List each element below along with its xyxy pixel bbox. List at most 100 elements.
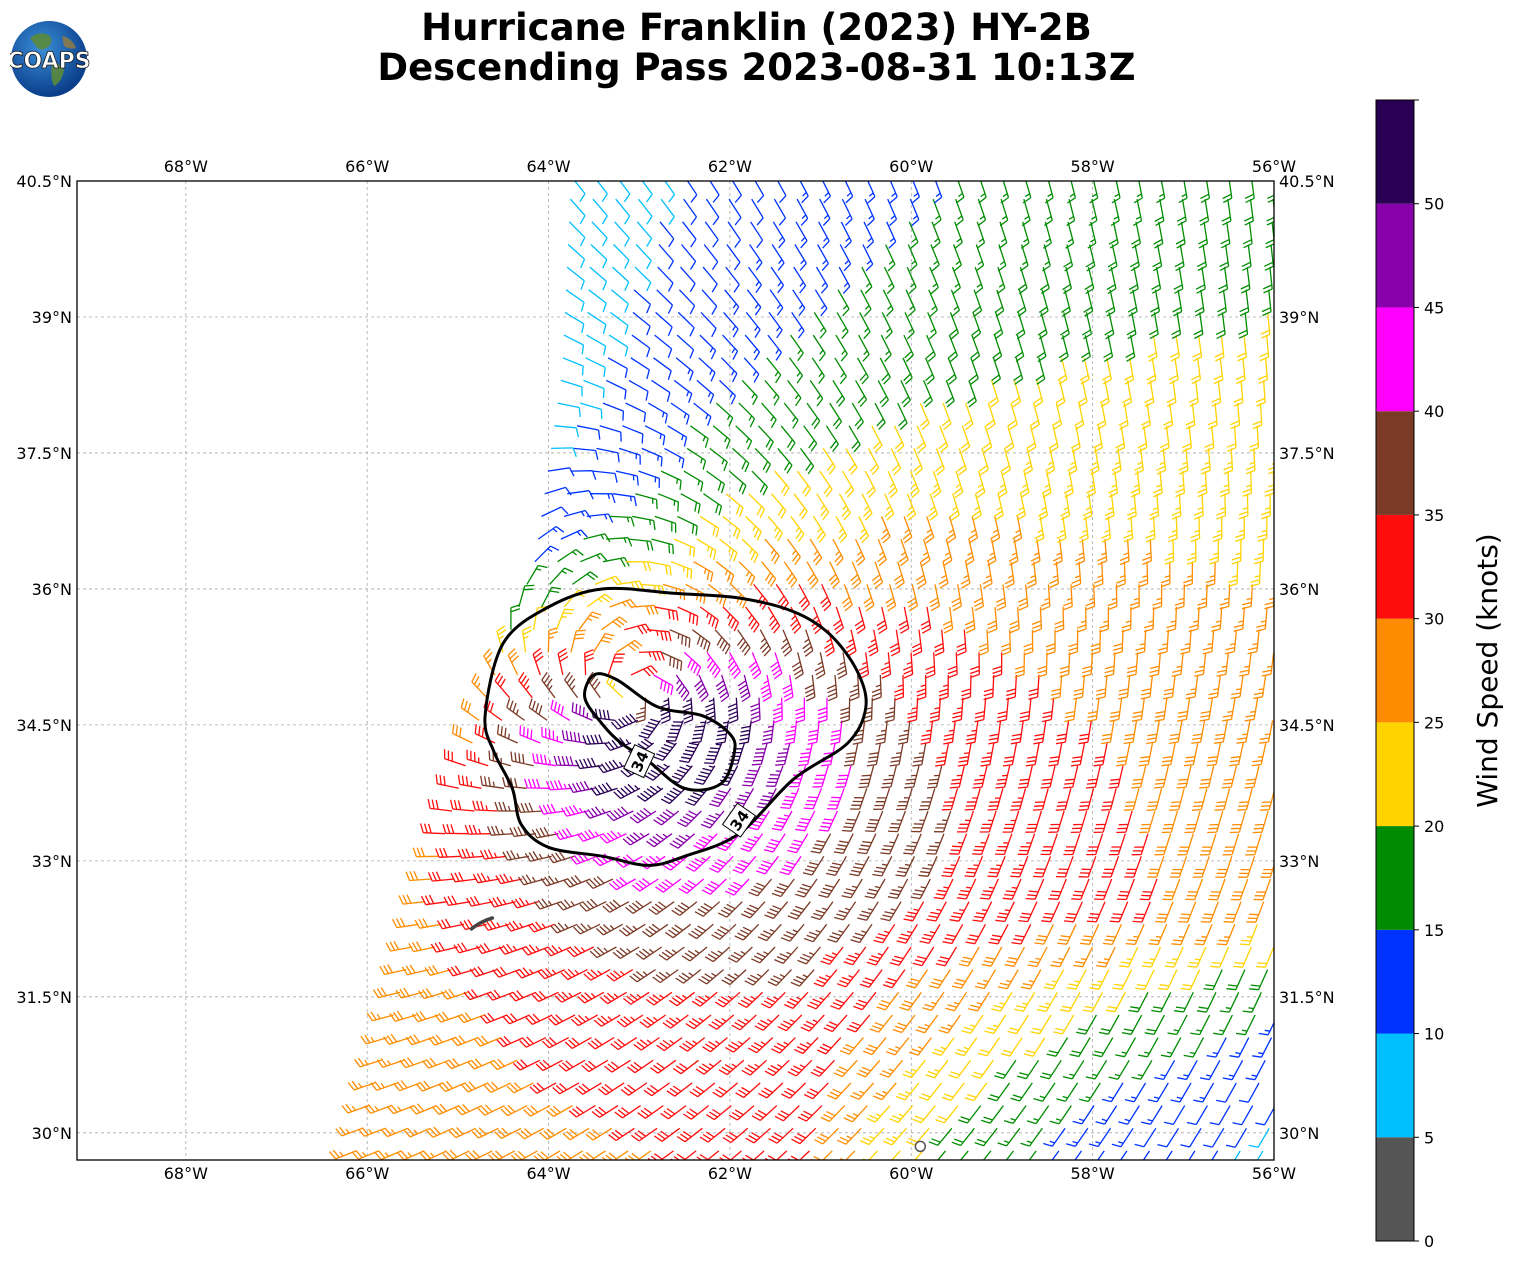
wind-barb xyxy=(1086,833,1104,856)
wind-barb xyxy=(399,1057,427,1069)
wind-barb xyxy=(486,989,514,1001)
wind-barb xyxy=(941,402,952,431)
wind-barb xyxy=(610,1037,638,1051)
wind-barb xyxy=(1211,606,1223,633)
wind-barb xyxy=(893,425,905,453)
wind-barb xyxy=(1238,856,1256,878)
wind-barb xyxy=(382,1033,411,1045)
wind-barb xyxy=(376,1058,405,1068)
lat-tick-label-left: 37.5°N xyxy=(16,444,72,463)
wind-barb xyxy=(1071,561,1082,588)
wind-barb xyxy=(615,639,643,653)
wind-barb xyxy=(1084,266,1095,295)
wind-barb xyxy=(502,776,527,789)
wind-barb xyxy=(820,584,832,612)
wind-barb xyxy=(518,672,533,699)
wind-barb xyxy=(1041,470,1052,498)
wind-barb xyxy=(1200,181,1211,204)
wind-barb xyxy=(557,648,569,676)
wind-barb xyxy=(1108,1059,1130,1080)
wind-barb xyxy=(576,425,601,440)
wind-barb xyxy=(812,334,826,362)
wind-barb xyxy=(1239,924,1259,946)
wind-barb xyxy=(1066,969,1087,990)
lon-tick-label-top: 68°W xyxy=(164,157,208,176)
wind-barb xyxy=(532,753,557,767)
wind-barb xyxy=(835,516,848,544)
wind-barb xyxy=(715,402,734,427)
wind-barb xyxy=(767,334,782,361)
wind-barb xyxy=(1083,289,1094,317)
wind-barb xyxy=(386,1104,415,1115)
wind-barb xyxy=(651,538,674,555)
wind-barb xyxy=(1128,992,1149,1013)
wind-barb xyxy=(791,312,805,339)
wind-barb xyxy=(1193,312,1204,340)
wind-barb xyxy=(1020,1127,1043,1147)
wind-barb xyxy=(1211,380,1222,407)
wind-barb xyxy=(1245,833,1262,856)
wind-barb xyxy=(562,357,584,376)
wind-barb xyxy=(675,357,694,381)
wind-barb xyxy=(556,899,584,911)
colorbar-bin xyxy=(1376,100,1414,204)
wind-barb xyxy=(364,1104,392,1114)
wind-barb xyxy=(725,1037,751,1053)
wind-barb xyxy=(987,788,1004,811)
wind-barb xyxy=(722,1127,749,1144)
wind-barb xyxy=(625,900,652,914)
wind-barb xyxy=(803,425,818,452)
wind-barb xyxy=(627,1059,654,1074)
wind-barb xyxy=(613,783,641,799)
wind-barb xyxy=(531,990,559,1003)
wind-barb xyxy=(1219,584,1231,610)
wind-barb xyxy=(1101,1082,1124,1103)
wind-barb xyxy=(1154,1059,1176,1081)
wind-barb xyxy=(979,448,989,476)
wind-barb xyxy=(585,1127,613,1141)
wind-barb xyxy=(693,833,718,851)
wind-barb xyxy=(380,1127,408,1138)
wind-barb xyxy=(592,853,620,867)
wind-barb xyxy=(1204,425,1215,452)
wind-barb xyxy=(795,810,816,832)
wind-barb xyxy=(875,720,888,745)
wind-barb xyxy=(1033,1082,1056,1102)
wind-barb xyxy=(515,967,543,979)
wind-barb xyxy=(800,1014,825,1032)
lon-tick-label-bottom: 56°W xyxy=(1252,1164,1296,1183)
wind-barb xyxy=(1102,924,1122,946)
wind-barb xyxy=(1168,720,1183,745)
wind-barb xyxy=(897,720,911,745)
wind-barb xyxy=(541,671,556,699)
wind-barb xyxy=(1030,539,1041,566)
wind-barb xyxy=(1061,289,1071,317)
wind-barb xyxy=(1109,901,1129,923)
wind-barb xyxy=(802,629,814,657)
wind-barb xyxy=(658,946,685,961)
wind-barb xyxy=(1028,674,1040,701)
wind-barb xyxy=(728,1105,755,1121)
wind-barb xyxy=(434,1011,462,1023)
wind-barb xyxy=(933,810,952,833)
wind-barb xyxy=(1153,221,1164,249)
wind-barb xyxy=(979,810,997,833)
wind-barb xyxy=(657,266,674,292)
wind-barb xyxy=(655,311,673,337)
wind-barb xyxy=(858,652,870,679)
wind-barb xyxy=(678,878,705,894)
wind-barb xyxy=(862,697,873,724)
wind-barb xyxy=(953,470,964,499)
wind-barb xyxy=(653,674,674,696)
wind-barb xyxy=(837,289,850,317)
wind-barb xyxy=(691,720,707,744)
wind-barb xyxy=(957,742,972,767)
wind-barb xyxy=(949,765,965,789)
wind-barb xyxy=(1183,1037,1205,1058)
wind-barb xyxy=(1185,878,1204,901)
wind-barb xyxy=(1043,1127,1066,1147)
wind-barb xyxy=(482,919,510,931)
wind-barb xyxy=(1230,878,1249,901)
wind-barb xyxy=(1145,516,1156,543)
wind-barb xyxy=(791,1127,817,1145)
